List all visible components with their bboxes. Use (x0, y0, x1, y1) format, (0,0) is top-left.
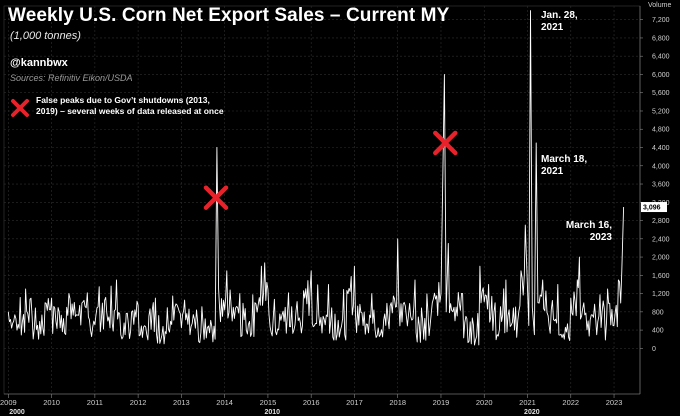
x-decade-label: 2020 (524, 409, 540, 416)
shutdown-markers (203, 130, 458, 210)
y-tick-label: 4,800 (652, 127, 670, 134)
x-tick-label: 2020 (476, 398, 493, 407)
series-line (7, 10, 625, 346)
annotation-march18: March 18, 2021 (541, 154, 588, 177)
x-tick-label: 2018 (389, 398, 406, 407)
y-tick-label: 2,800 (652, 218, 670, 225)
chart-title: Weekly U.S. Corn Net Export Sales – Curr… (8, 5, 450, 26)
x-tick-label: 2013 (173, 398, 190, 407)
last-value-tag (641, 202, 667, 213)
x-decade-label: 2010 (264, 409, 280, 416)
x-tick-label: 2009 (0, 398, 17, 407)
y-tick-label: 400 (652, 328, 664, 335)
x-tick-label: 2011 (87, 398, 103, 407)
chart-subtitle: (1,000 tonnes) (10, 30, 81, 42)
y-tick-label: 4,400 (652, 145, 670, 152)
grid-lines (3, 5, 641, 395)
legend-x-marker-icon (11, 99, 29, 117)
annotation-march16: March 16, 2023 (565, 220, 612, 243)
shutdown-x-marker (203, 185, 229, 210)
shutdown-note: False peaks due to Gov’t shutdowns (2013… (36, 95, 224, 116)
y-tick-label: 6,400 (652, 54, 670, 61)
x-tick-label: 2014 (216, 398, 233, 407)
x-axis: 2009 2010 2011 2012 2013 2014 2015 2016 2017 2018… (0, 393, 640, 416)
x-tick-label: 2016 (303, 398, 320, 407)
x-decade-label: 2000 (9, 409, 25, 416)
source-note: Sources: Refinitiv Eikon/USDA (10, 73, 133, 83)
shutdown-x-marker (433, 130, 458, 156)
y-tick-label: 6,000 (652, 72, 670, 79)
x-tick-label: 2023 (606, 398, 623, 407)
x-tick-label: 2010 (43, 398, 60, 407)
y-tick-label: 1,600 (652, 273, 670, 280)
y-axis: 04008001,2001,6002,0002,4002,8003,2003,6… (639, 6, 670, 394)
y-tick-label: 5,600 (652, 90, 670, 97)
x-tick-label: 2017 (346, 398, 363, 407)
annotation-jan28: Jan. 28, 2021 (541, 10, 578, 33)
x-tick-label: 2021 (519, 398, 536, 407)
y-tick-label: 2,400 (652, 236, 670, 243)
series-group (7, 10, 625, 346)
y-tick-label: 0 (652, 346, 656, 353)
plot-frame (3, 5, 641, 395)
y-tick-label: 7,200 (652, 17, 670, 24)
x-tick-label: 2012 (130, 398, 147, 407)
last-value-label: 3,096 (643, 205, 661, 212)
x-tick-label: 2015 (260, 398, 277, 407)
volume-axis-label: Volume (648, 2, 672, 9)
y-tick-label: 4,000 (652, 163, 670, 170)
y-tick-label: 3,600 (652, 182, 670, 189)
author-handle: @kannbwx (10, 57, 68, 69)
y-tick-label: 800 (652, 309, 664, 316)
y-tick-label: 6,800 (652, 35, 670, 42)
x-tick-label: 2022 (562, 398, 579, 407)
y-tick-label: 1,200 (652, 291, 670, 298)
x-tick-label: 2019 (433, 398, 450, 407)
y-tick-label: 5,200 (652, 108, 670, 115)
y-tick-label: 2,000 (652, 255, 670, 262)
